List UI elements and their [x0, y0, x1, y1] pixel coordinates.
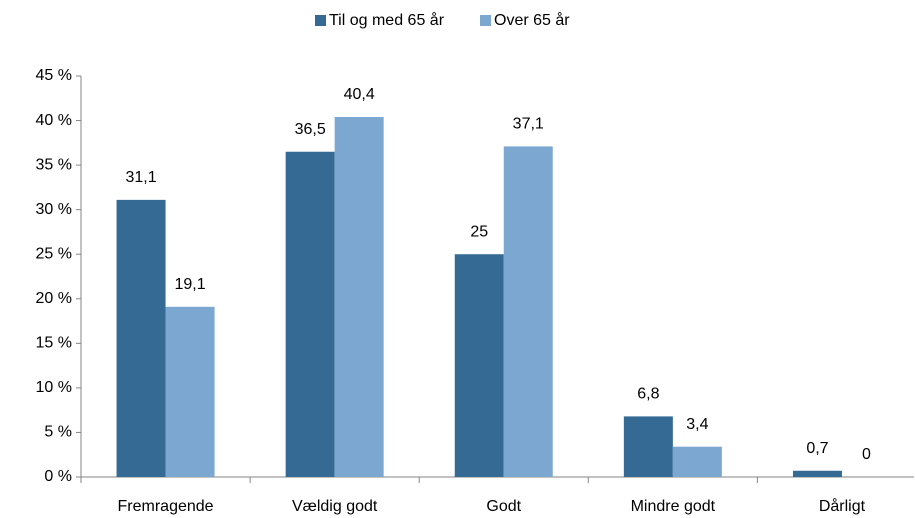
x-tick-label: Mindre godt	[631, 498, 716, 515]
y-tick-label: 30 %	[36, 201, 72, 218]
value-label: 31,1	[125, 169, 156, 186]
y-tick-label: 20 %	[36, 290, 72, 307]
value-label: 0,7	[806, 440, 828, 457]
value-label: 37,1	[513, 116, 544, 133]
x-tick-label: Vældig godt	[292, 498, 378, 515]
y-tick-label: 5 %	[44, 424, 72, 441]
bar	[503, 146, 553, 478]
value-label: 19,1	[174, 276, 205, 293]
y-tick-label: 10 %	[36, 379, 72, 396]
bar	[334, 116, 384, 477]
x-tick-label: Fremragende	[118, 498, 214, 515]
value-label: 3,4	[686, 416, 708, 433]
value-label: 0	[862, 446, 871, 463]
y-tick-label: 45 %	[36, 67, 72, 84]
y-tick-label: 40 %	[36, 112, 72, 129]
bar	[672, 446, 722, 477]
y-tick-label: 35 %	[36, 156, 72, 173]
x-tick-label: Godt	[486, 498, 521, 515]
bar	[623, 416, 673, 477]
bar	[165, 306, 215, 477]
legend-label: Til og med 65 år	[329, 11, 445, 29]
y-tick-label: 0 %	[44, 468, 72, 485]
value-label: 25	[470, 223, 488, 240]
x-tick-label: Dårligt	[819, 497, 866, 515]
bar	[454, 254, 504, 477]
legend-label: Over 65 år	[494, 11, 570, 29]
bar	[285, 151, 335, 477]
legend-swatch	[480, 15, 491, 26]
legend-swatch	[315, 15, 326, 26]
value-label: 40,4	[344, 86, 375, 103]
y-tick-label: 25 %	[36, 245, 72, 262]
bar	[792, 470, 842, 477]
value-label: 36,5	[295, 121, 326, 138]
value-label: 6,8	[637, 386, 659, 403]
y-tick-label: 15 %	[36, 335, 72, 352]
bar	[116, 199, 166, 477]
